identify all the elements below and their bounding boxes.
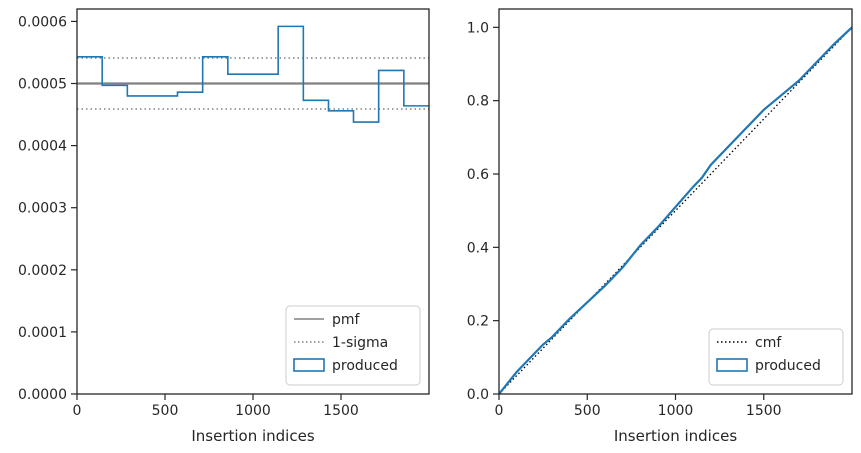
legend-label: cmf bbox=[755, 335, 782, 351]
y-tick-label: 1.0 bbox=[467, 20, 489, 36]
y-tick-label: 0.6 bbox=[467, 167, 489, 183]
legend-label: produced bbox=[332, 358, 398, 374]
y-tick-label: 0.0000 bbox=[18, 387, 67, 403]
legend-label: produced bbox=[755, 358, 821, 374]
cmf-line bbox=[499, 26, 852, 394]
x-tick-label: 0 bbox=[73, 403, 82, 419]
y-tick-label: 0.2 bbox=[467, 314, 489, 330]
legend-patch-produced bbox=[293, 358, 325, 372]
x-tick-label: 1000 bbox=[235, 403, 271, 419]
x-tick-label: 500 bbox=[152, 403, 179, 419]
x-tick-label: 0 bbox=[495, 403, 504, 419]
legend: cmf produced bbox=[708, 328, 844, 386]
y-tick-label: 0.0005 bbox=[18, 77, 67, 93]
left-chart-pmf: 0 500 1000 1500 0.0000 0.0001 0.0002 0.0003 0.00… bbox=[18, 8, 430, 445]
y-tick-label: 0.0001 bbox=[18, 325, 67, 341]
legend: pmf 1-sigma produced bbox=[285, 305, 421, 386]
y-tick-label: 0.0004 bbox=[18, 139, 67, 155]
x-tick-label: 500 bbox=[574, 403, 601, 419]
legend-box bbox=[285, 305, 421, 386]
legend-label: pmf bbox=[332, 312, 361, 328]
y-tick-label: 0.0002 bbox=[18, 263, 67, 279]
produced-histogram-step bbox=[77, 25, 429, 123]
produced-line bbox=[499, 26, 852, 394]
x-tick-label: 1000 bbox=[658, 403, 694, 419]
y-tick-label: 0.0 bbox=[467, 387, 489, 403]
x-tick-label: 1500 bbox=[323, 403, 359, 419]
y-tick-label: 0.4 bbox=[467, 240, 489, 256]
x-tick-label: 1500 bbox=[746, 403, 782, 419]
right-chart-cmf: 0 500 1000 1500 0.0 0.2 0.4 0.6 0.8 1.0 Insertion … bbox=[467, 8, 853, 445]
y-tick-label: 0.0003 bbox=[18, 201, 67, 217]
y-tick-label: 0.8 bbox=[467, 94, 489, 110]
plot-area bbox=[499, 26, 852, 394]
plot-area bbox=[77, 25, 429, 123]
x-axis-label: Insertion indices bbox=[191, 427, 314, 445]
legend-label: 1-sigma bbox=[332, 335, 388, 351]
y-tick-label: 0.0006 bbox=[18, 14, 67, 30]
legend-patch-produced bbox=[716, 358, 748, 372]
x-axis-label: Insertion indices bbox=[614, 427, 737, 445]
